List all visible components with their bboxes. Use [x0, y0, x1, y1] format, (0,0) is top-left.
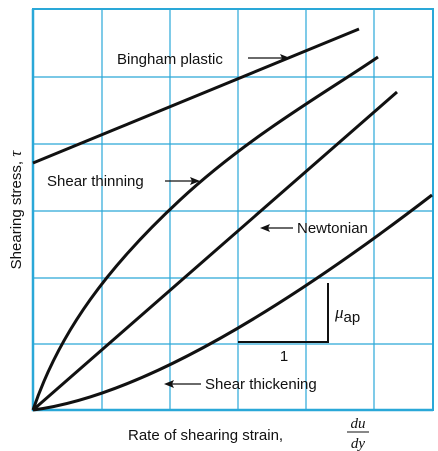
slope-run-label: 1	[280, 348, 288, 365]
shear-thinning-curve	[31, 55, 379, 411]
axes	[31, 9, 433, 412]
x-axis-fraction-numerator: du	[351, 416, 366, 432]
x-axis-fraction-denominator: dy	[351, 436, 366, 451]
bingham-plastic-label: Bingham plastic	[117, 51, 223, 68]
slope-triangle	[238, 283, 329, 343]
y-axis-label: Shearing stress, τ	[6, 150, 25, 270]
plot-frame	[32, 8, 434, 411]
newtonian-arrowhead	[260, 224, 270, 232]
newtonian-label: Newtonian	[297, 220, 368, 237]
thickening-arrowhead	[164, 380, 174, 388]
bingham-arrowhead	[280, 54, 290, 62]
bingham-plastic-curve	[32, 27, 360, 165]
shear-thinning-label: Shear thinning	[47, 173, 144, 190]
grid	[31, 8, 434, 412]
newtonian-curve	[32, 90, 398, 412]
x-axis-label: Rate of shearing strain,	[128, 427, 283, 444]
shear-thickening-curve	[32, 193, 433, 412]
slope-rise-label: μap	[334, 303, 360, 326]
shear-thickening-label: Shear thickening	[205, 376, 317, 393]
thinning-arrowhead	[190, 177, 200, 185]
